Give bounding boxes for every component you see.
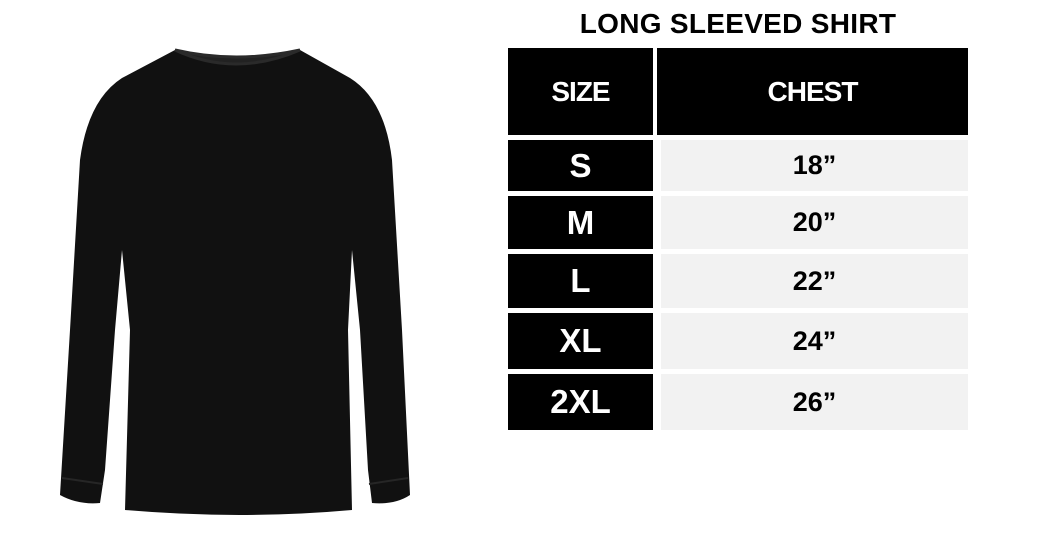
chest-cell: 18” [661, 140, 968, 191]
size-cell: XL [508, 313, 653, 369]
size-cell: 2XL [508, 374, 653, 430]
chest-cell: 22” [661, 254, 968, 308]
shirt-cuff-left [61, 477, 104, 485]
shirt-body [60, 50, 410, 515]
size-cell: L [508, 254, 653, 308]
size-cell: M [508, 196, 653, 249]
size-cell: S [508, 140, 653, 191]
chest-cell: 20” [661, 196, 968, 249]
long-sleeve-shirt-image [60, 48, 410, 515]
shirt-collar [174, 48, 301, 66]
chest-cell: 26” [661, 374, 968, 430]
chest-cell: 24” [661, 313, 968, 369]
header-chest: CHEST [657, 48, 968, 135]
chart-title: LONG SLEEVED SHIRT [579, 8, 897, 39]
header-size: SIZE [508, 48, 653, 135]
shirt-cuff-right [368, 477, 409, 485]
